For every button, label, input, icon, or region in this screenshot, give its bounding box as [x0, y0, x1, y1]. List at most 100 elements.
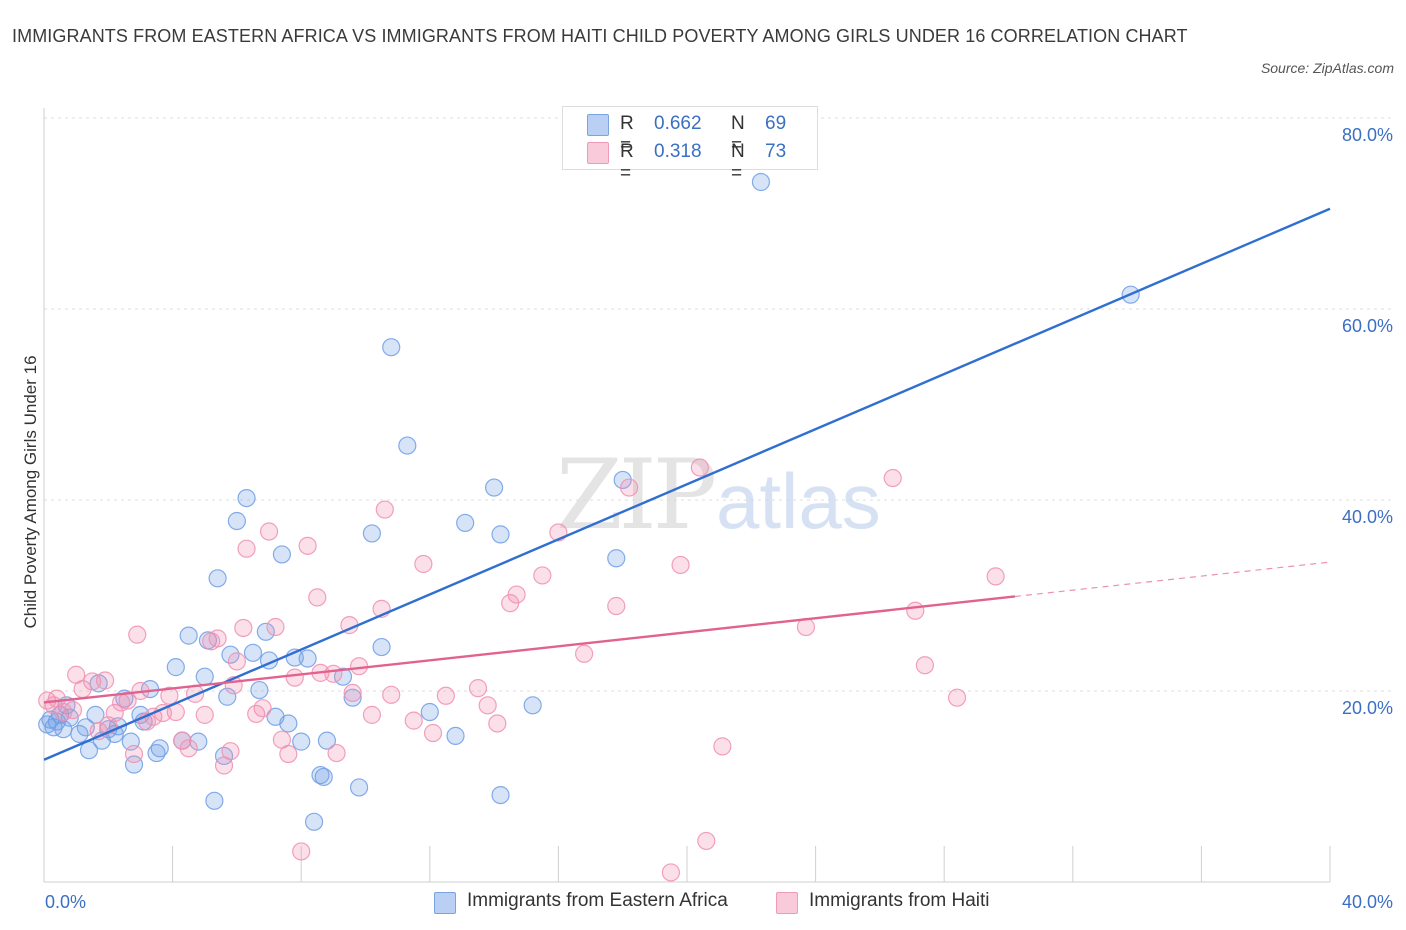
trend-line-haiti-extrapolated: [1014, 561, 1331, 598]
point-eastern-africa: [456, 513, 475, 533]
point-haiti: [128, 625, 147, 644]
point-haiti: [507, 585, 526, 604]
point-eastern-africa: [70, 724, 89, 744]
point-haiti: [266, 617, 285, 637]
legend-r-value: 0.318: [654, 141, 702, 162]
bottom-legend-label-eastern-africa: Immigrants from Eastern Africa: [467, 890, 728, 911]
point-haiti: [533, 566, 552, 585]
point-haiti: [575, 644, 594, 663]
point-haiti: [404, 711, 423, 730]
point-haiti: [915, 656, 935, 675]
point-eastern-africa: [523, 696, 542, 715]
legend-n-value: 73: [765, 141, 787, 162]
point-haiti: [195, 705, 214, 724]
point-eastern-africa: [398, 436, 417, 455]
watermark: ZIP atlas: [556, 439, 881, 551]
point-eastern-africa: [208, 569, 227, 588]
point-eastern-africa: [272, 545, 292, 564]
point-haiti: [713, 737, 732, 756]
point-haiti: [382, 685, 401, 704]
point-haiti: [478, 696, 497, 715]
point-eastern-africa: [491, 785, 510, 805]
point-eastern-africa: [613, 470, 632, 490]
point-haiti: [362, 705, 382, 724]
bottom-legend-swatch-haiti: [776, 892, 798, 914]
x-tick-label-min: 0.0%: [45, 892, 86, 912]
point-haiti: [986, 567, 1005, 586]
point-haiti: [607, 596, 626, 616]
point-haiti: [208, 629, 227, 648]
series-haiti: [38, 458, 1005, 882]
point-haiti: [105, 703, 124, 723]
x-tick-marks: [172, 846, 1331, 882]
legend-r-value: 0.662: [654, 113, 702, 134]
point-eastern-africa: [362, 524, 382, 543]
trend-lines: [43, 207, 1331, 761]
point-haiti: [414, 554, 433, 574]
bottom-legend-label-haiti: Immigrants from Haiti: [809, 890, 990, 911]
point-haiti: [237, 539, 256, 558]
watermark-zip: ZIP: [556, 439, 715, 551]
point-haiti: [906, 601, 925, 620]
point-eastern-africa: [243, 643, 263, 662]
point-haiti: [234, 618, 253, 638]
y-tick-labels: 20.0% 40.0% 60.0% 80.0%: [1342, 125, 1393, 718]
point-eastern-africa: [446, 726, 465, 745]
point-eastern-africa: [382, 338, 401, 357]
point-haiti: [179, 739, 198, 758]
point-eastern-africa: [237, 488, 256, 508]
point-eastern-africa: [205, 791, 224, 810]
point-eastern-africa: [343, 688, 362, 707]
point-eastern-africa: [292, 732, 311, 751]
point-haiti: [883, 468, 902, 488]
legend-swatch-haiti: [587, 142, 609, 164]
point-haiti: [63, 700, 83, 720]
point-eastern-africa: [485, 478, 504, 497]
trend-line-haiti: [43, 595, 1016, 704]
legend-swatch-eastern-africa: [587, 114, 609, 136]
point-eastern-africa: [124, 755, 144, 774]
legend-n-label: N =: [731, 113, 745, 156]
point-eastern-africa: [218, 687, 237, 706]
point-eastern-africa: [314, 767, 333, 787]
legend-r-label: R =: [620, 113, 634, 156]
point-eastern-africa: [195, 667, 214, 686]
point-haiti: [83, 672, 102, 691]
point-eastern-africa: [491, 525, 510, 544]
point-haiti: [375, 500, 394, 519]
point-haiti: [118, 691, 137, 710]
point-eastern-africa: [279, 714, 298, 733]
point-eastern-africa: [420, 702, 439, 722]
point-haiti: [671, 555, 690, 575]
point-haiti: [308, 588, 327, 607]
legend-r-label: R =: [620, 141, 634, 184]
point-eastern-africa: [250, 680, 269, 700]
point-haiti: [661, 863, 681, 882]
point-eastern-africa: [256, 622, 275, 641]
point-haiti: [468, 679, 488, 698]
point-eastern-africa: [751, 172, 771, 192]
point-eastern-africa: [179, 626, 198, 645]
point-haiti: [95, 671, 115, 690]
point-haiti: [697, 831, 716, 851]
point-haiti: [259, 522, 279, 541]
point-haiti: [436, 686, 455, 705]
point-eastern-africa: [349, 778, 369, 797]
point-eastern-africa: [298, 649, 317, 668]
point-eastern-africa: [227, 511, 246, 531]
point-haiti: [298, 536, 317, 555]
correlation-legend: R = 0.662 N = 69 R = 0.318 N = 73: [562, 106, 818, 184]
point-haiti: [423, 723, 443, 743]
point-haiti: [343, 683, 362, 703]
point-haiti: [620, 478, 639, 497]
point-eastern-africa: [311, 765, 330, 785]
point-haiti: [160, 686, 179, 705]
point-eastern-africa: [189, 732, 208, 751]
legend-n-value: 69: [765, 113, 787, 134]
legend-n-label: N =: [731, 141, 745, 184]
trend-line-eastern-africa: [43, 207, 1331, 761]
y-axis-label: Child Poverty Among Girls Under 16: [21, 355, 40, 628]
bottom-legend-swatch-eastern-africa: [434, 892, 456, 914]
point-haiti: [327, 743, 346, 763]
watermark-atlas: atlas: [716, 457, 881, 545]
